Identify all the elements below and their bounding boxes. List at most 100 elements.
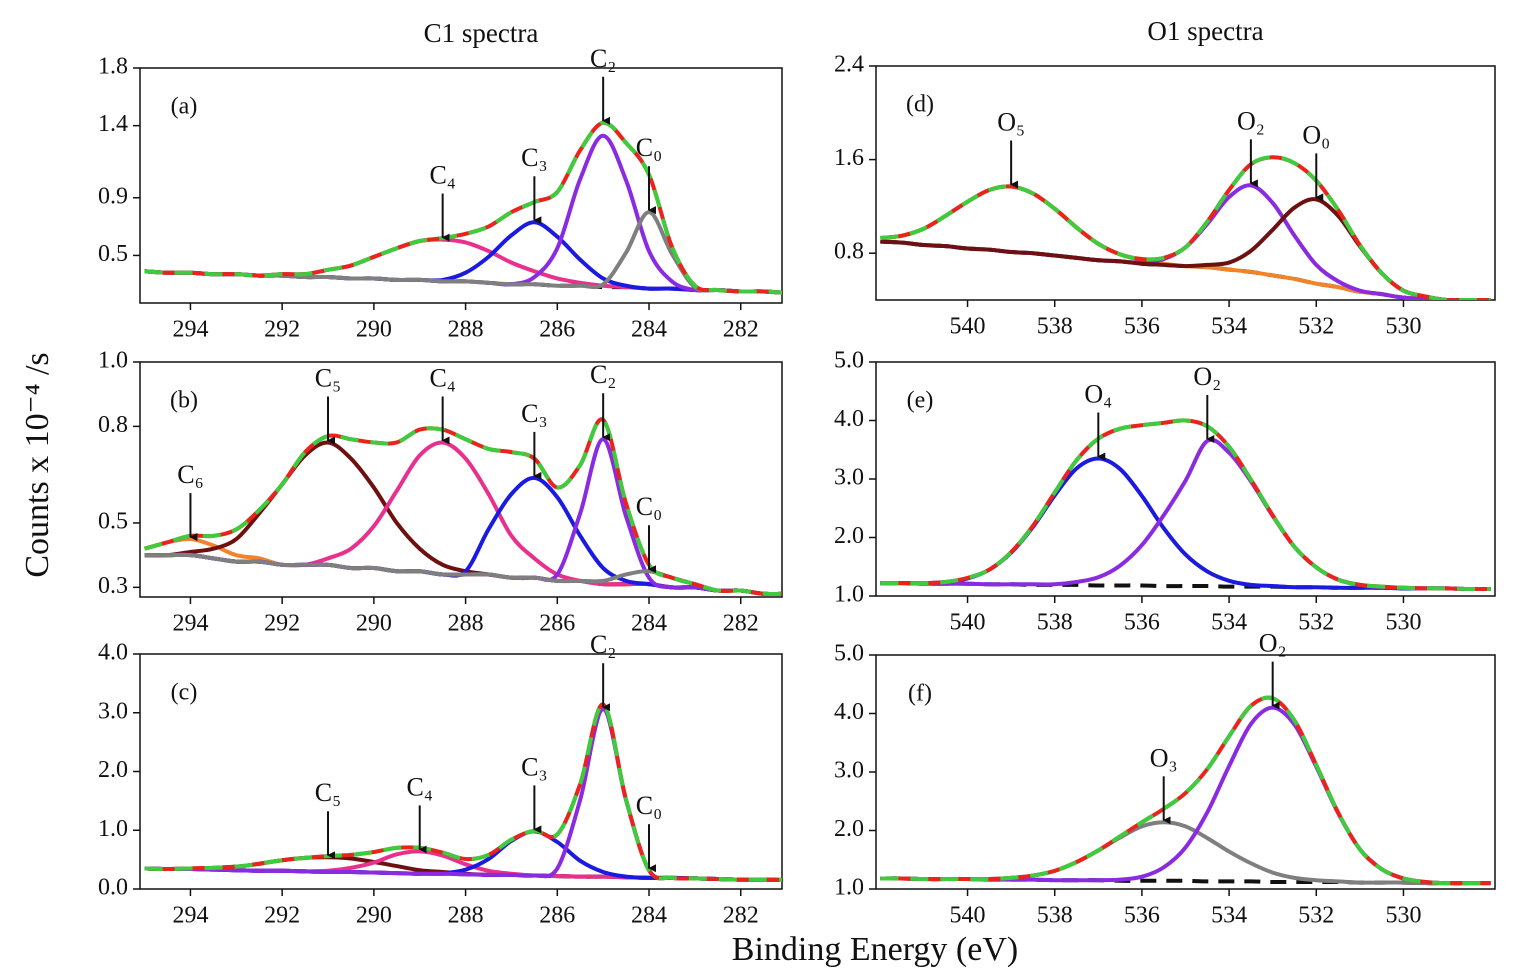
y-axis-label: Counts x 10⁻⁴ /s <box>19 352 56 577</box>
annotation-label: C₅ <box>315 363 341 392</box>
component-curve <box>144 707 782 883</box>
annotation-label: C₅ <box>315 778 341 807</box>
envelope-curve <box>880 418 1491 592</box>
curves <box>144 417 782 597</box>
component-curve <box>880 437 1491 592</box>
plot-frame <box>139 361 783 598</box>
x-tick-label: 538 <box>1037 314 1073 340</box>
annotation-label: O₂ <box>1259 629 1287 658</box>
envelope-curve <box>880 155 1491 300</box>
y-tick-label: 1.4 <box>98 111 128 137</box>
panel-title: O1 spectra <box>1147 16 1263 46</box>
x-tick-label: 530 <box>1385 610 1421 636</box>
x-tick-label: 530 <box>1385 314 1421 340</box>
panel-label: (a) <box>171 94 198 120</box>
annotation-label: O₃ <box>1150 743 1178 772</box>
y-tick-label: 1.6 <box>834 145 864 171</box>
envelope-curve <box>144 120 782 295</box>
annotation-label: O₅ <box>997 107 1025 136</box>
x-tick-label: 532 <box>1298 610 1334 636</box>
x-tick-label: 540 <box>950 610 986 636</box>
x-axis-label: Binding Energy (eV) <box>732 931 1018 968</box>
x-tick-label: 282 <box>723 903 759 929</box>
panel: C1 spectra (a) 294 292 290 288 286 284 282 0.5 0.9… <box>98 18 783 343</box>
annotation-label: C₄ <box>407 772 433 801</box>
panel-label: (c) <box>171 680 198 706</box>
annotation-label: C₃ <box>521 399 547 428</box>
x-tick-label: 292 <box>264 611 300 637</box>
x-tick-label: 538 <box>1037 610 1073 636</box>
panel-label: (e) <box>907 388 934 414</box>
y-tick-label: 0.0 <box>98 875 128 901</box>
annotation-label: C₄ <box>429 161 455 190</box>
envelope-curve <box>880 695 1491 886</box>
x-tick-label: 294 <box>172 903 208 929</box>
y-tick-label: 3.0 <box>834 758 864 784</box>
x-tick-label: 530 <box>1385 903 1421 929</box>
x-tick-label: 540 <box>950 314 986 340</box>
panel-label: (f) <box>908 681 932 707</box>
x-tick-label: 294 <box>172 317 208 343</box>
y-tick-label: 1.0 <box>834 582 864 608</box>
annotation-label: O₂ <box>1237 106 1265 135</box>
x-tick-label: 290 <box>356 903 392 929</box>
annotation-label: O₀ <box>1302 120 1330 149</box>
annotation-label: C₀ <box>636 133 662 162</box>
x-tick-label: 540 <box>950 903 986 929</box>
curves <box>880 418 1491 592</box>
y-tick-label: 3.0 <box>98 698 128 724</box>
plot-frame <box>875 654 1496 890</box>
x-tick-label: 536 <box>1124 903 1160 929</box>
fit-curve <box>880 155 1491 300</box>
y-tick-label: 3.0 <box>834 465 864 491</box>
y-tick-label: 0.8 <box>834 239 864 265</box>
curves <box>144 120 782 295</box>
annotation-label: C₄ <box>429 363 455 392</box>
x-tick-label: 290 <box>356 317 392 343</box>
y-tick-label: 4.0 <box>834 699 864 725</box>
y-tick-label: 2.0 <box>834 816 864 842</box>
y-tick-label: 2.0 <box>834 523 864 549</box>
annotation-label: O₂ <box>1193 362 1221 391</box>
x-tick-label: 284 <box>631 611 667 637</box>
annotation-label: C₂ <box>590 630 616 659</box>
x-tick-label: 282 <box>723 317 759 343</box>
x-tick-label: 292 <box>264 317 300 343</box>
plot-frame <box>139 653 783 890</box>
x-tick-label: 534 <box>1211 903 1247 929</box>
x-tick-label: 292 <box>264 903 300 929</box>
x-tick-label: 536 <box>1124 314 1160 340</box>
component-curve <box>880 820 1491 886</box>
x-tick-label: 286 <box>539 611 575 637</box>
y-tick-label: 1.0 <box>834 875 864 901</box>
y-tick-label: 0.3 <box>98 573 128 599</box>
panel-title: C1 spectra <box>424 18 539 48</box>
fit-curve <box>144 702 782 883</box>
y-tick-label: 1.0 <box>98 348 128 374</box>
x-tick-label: 286 <box>539 317 575 343</box>
component-curve <box>880 183 1491 300</box>
fit-curve <box>144 120 782 295</box>
curves <box>144 702 782 883</box>
annotation-label: C₃ <box>521 752 547 781</box>
fit-curve <box>144 417 782 597</box>
curves <box>880 155 1491 300</box>
y-tick-label: 1.8 <box>98 54 128 80</box>
panel: (c) 294 292 290 288 286 284 282 0.0 1.0 2.0 3.0 4.0 C… <box>98 630 783 929</box>
x-tick-label: 290 <box>356 611 392 637</box>
y-tick-label: 2.4 <box>834 52 864 78</box>
x-tick-label: 284 <box>631 317 667 343</box>
x-tick-label: 532 <box>1298 903 1334 929</box>
curves <box>880 695 1491 886</box>
component-curve <box>880 184 1491 300</box>
x-tick-label: 288 <box>448 611 484 637</box>
x-tick-label: 538 <box>1037 903 1073 929</box>
x-tick-label: 294 <box>172 611 208 637</box>
y-tick-label: 0.5 <box>98 241 128 267</box>
y-tick-label: 5.0 <box>834 641 864 667</box>
x-tick-label: 288 <box>448 317 484 343</box>
annotation-label: C₃ <box>521 143 547 172</box>
y-tick-label: 0.5 <box>98 508 128 534</box>
envelope-curve <box>144 417 782 597</box>
x-tick-label: 534 <box>1211 610 1247 636</box>
